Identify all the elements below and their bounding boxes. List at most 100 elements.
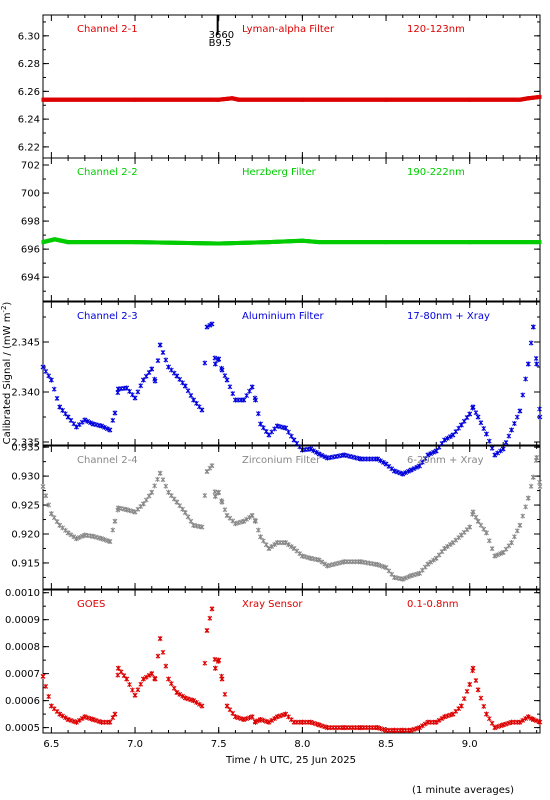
- data-point: [447, 542, 453, 548]
- data-point: [384, 240, 388, 245]
- data-point: [219, 367, 225, 373]
- data-point: [51, 515, 57, 521]
- data-point: [394, 469, 400, 475]
- data-point: [115, 390, 121, 396]
- data-point: [227, 707, 233, 713]
- x-axis: 6.5 7.0 7.5 8.0 8.5 9.0: [43, 739, 477, 750]
- data-point: [403, 575, 408, 581]
- series-points: [40, 321, 543, 477]
- data-point: [49, 703, 54, 709]
- data-point: [216, 657, 222, 663]
- data-point: [439, 441, 445, 447]
- event-marker-label: 3660: [209, 30, 234, 41]
- panel-4: 0.915 0.920 0.925 0.930 0.935 Channel 2-4 Zirc…: [11, 443, 543, 590]
- data-point: [492, 553, 498, 559]
- data-point: [85, 715, 91, 721]
- data-point: [520, 392, 526, 398]
- data-point: [447, 434, 453, 440]
- data-point: [498, 551, 503, 557]
- data-point: [204, 468, 210, 474]
- data-point: [82, 417, 88, 423]
- data-point: [311, 448, 316, 454]
- data-point: [146, 370, 152, 376]
- data-point: [400, 576, 406, 582]
- data-point: [272, 716, 277, 722]
- data-point: [392, 727, 397, 733]
- data-point: [442, 714, 447, 720]
- panel-1: 6.22 6.24 6.26 6.28 6.30 Channel 2-1 Lyman-alp…: [18, 14, 542, 159]
- data-point: [530, 717, 536, 723]
- data-point: [534, 455, 540, 461]
- panel-label: Zirconium Filter: [242, 455, 321, 466]
- data-point: [46, 694, 52, 700]
- series-points: [41, 237, 542, 246]
- data-point: [392, 574, 397, 580]
- data-point: [121, 673, 127, 679]
- data-point: [60, 713, 65, 719]
- data-point: [65, 414, 71, 420]
- data-point: [141, 676, 146, 682]
- data-point: [378, 563, 383, 569]
- panel-frame: [42, 301, 541, 446]
- data-point: [138, 383, 144, 389]
- data-point: [230, 391, 236, 397]
- data-point: [442, 545, 447, 551]
- data-point: [224, 703, 230, 709]
- data-point: [277, 713, 283, 719]
- data-point: [286, 429, 291, 435]
- data-point: [475, 518, 481, 524]
- data-point: [241, 717, 247, 723]
- data-point: [530, 324, 536, 330]
- data-point: [222, 507, 228, 513]
- data-point: [202, 660, 208, 666]
- data-point: [235, 715, 241, 721]
- y-tick-label: 0.915: [11, 558, 40, 569]
- data-point: [219, 499, 225, 505]
- data-point: [261, 425, 266, 431]
- data-point: [325, 563, 330, 569]
- data-point: [467, 524, 473, 530]
- x-tick-label: 9.0: [462, 739, 478, 750]
- data-point: [82, 714, 88, 720]
- data-point: [464, 415, 470, 421]
- y-tick-label: 0.0009: [5, 615, 40, 626]
- series-points: [40, 455, 543, 582]
- data-point: [403, 470, 408, 476]
- data-point: [68, 717, 74, 723]
- data-point: [533, 718, 539, 724]
- data-point: [107, 427, 113, 433]
- data-point: [65, 530, 71, 536]
- data-point: [41, 97, 45, 102]
- data-point: [41, 240, 45, 245]
- data-point: [537, 719, 543, 725]
- y-tick-label: 0.0007: [5, 669, 40, 680]
- data-point: [212, 656, 218, 662]
- data-point: [233, 714, 238, 720]
- data-point: [256, 527, 261, 533]
- data-point: [467, 411, 473, 417]
- data-point: [171, 685, 177, 691]
- data-point: [177, 691, 183, 697]
- data-point: [492, 725, 498, 731]
- data-point: [155, 358, 161, 364]
- data-point: [143, 373, 149, 379]
- data-point: [450, 432, 456, 438]
- data-point: [207, 615, 213, 621]
- data-point: [325, 455, 330, 461]
- y-tick-label: 0.930: [11, 472, 40, 483]
- data-point: [433, 719, 439, 725]
- data-point: [191, 397, 196, 403]
- data-point: [233, 521, 238, 527]
- data-point: [450, 711, 456, 717]
- data-point: [470, 665, 476, 671]
- data-point: [288, 433, 294, 439]
- data-point: [509, 540, 514, 546]
- data-point: [40, 484, 46, 490]
- data-point: [130, 508, 135, 514]
- panel-frame: [42, 589, 541, 734]
- data-point: [54, 395, 60, 401]
- data-point: [196, 701, 202, 707]
- data-point: [115, 505, 121, 511]
- data-point: [219, 676, 225, 682]
- data-point: [216, 489, 222, 495]
